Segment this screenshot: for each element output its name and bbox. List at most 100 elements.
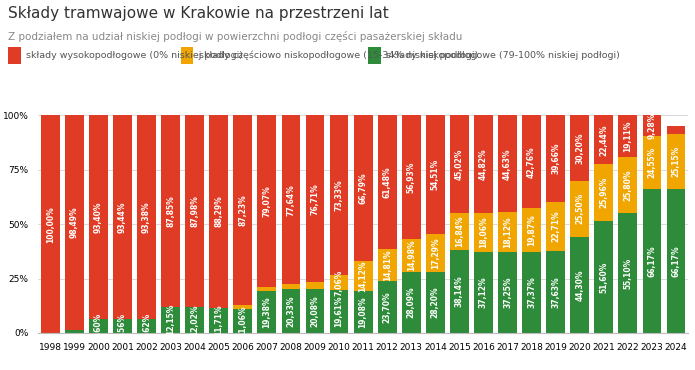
Bar (378, 282, 397, 333)
Bar (450, 213, 469, 250)
Bar (594, 164, 613, 221)
Text: 17,29%: 17,29% (431, 237, 440, 269)
Text: Z podziałem na udział niskiej podłogi w powierzchni podłogi części pasażerskiej : Z podziałem na udział niskiej podłogi w … (8, 31, 463, 43)
Bar (234, 309, 252, 333)
Text: 98,49%: 98,49% (70, 207, 79, 238)
Bar (137, 319, 156, 333)
Text: składy niskopodłogowe (79-100% niskiej podłogi): składy niskopodłogowe (79-100% niskiej p… (386, 51, 621, 60)
Bar (89, 115, 108, 319)
Text: 25,50%: 25,50% (575, 193, 584, 225)
Bar (209, 307, 228, 333)
Text: 87,98%: 87,98% (190, 195, 199, 227)
Bar (667, 134, 685, 189)
Text: 12,02%: 12,02% (190, 304, 199, 336)
Bar (426, 115, 445, 234)
Text: 12,15%: 12,15% (166, 304, 175, 336)
Bar (667, 189, 685, 333)
Bar (257, 287, 276, 291)
Bar (619, 115, 637, 157)
Text: 6,60%: 6,60% (94, 313, 103, 339)
Bar (571, 181, 589, 236)
Text: 23,70%: 23,70% (383, 292, 392, 323)
Text: 19,38%: 19,38% (263, 296, 271, 328)
Text: 24,55%: 24,55% (648, 147, 657, 178)
Bar (234, 115, 252, 305)
Bar (306, 289, 325, 333)
Bar (643, 135, 662, 189)
Text: 7,06%: 7,06% (334, 269, 343, 296)
Bar (546, 115, 565, 202)
Text: 79,07%: 79,07% (263, 185, 271, 217)
Bar (474, 252, 493, 333)
Text: 100,00%: 100,00% (46, 206, 55, 243)
Bar (281, 115, 300, 284)
Bar (354, 115, 373, 261)
Text: 66,79%: 66,79% (359, 172, 368, 204)
Text: 25,80%: 25,80% (623, 169, 632, 201)
Bar (522, 252, 541, 333)
Bar (41, 115, 60, 333)
Bar (234, 305, 252, 309)
Text: 66,17%: 66,17% (648, 245, 657, 277)
Text: 38,14%: 38,14% (455, 276, 464, 307)
Text: 14,98%: 14,98% (407, 240, 416, 271)
Text: 37,37%: 37,37% (527, 276, 536, 308)
Bar (137, 115, 156, 319)
Bar (619, 213, 637, 333)
Text: 88,29%: 88,29% (214, 196, 223, 227)
Text: 18,06%: 18,06% (479, 217, 488, 248)
Bar (571, 115, 589, 181)
Text: 25,15%: 25,15% (671, 146, 680, 177)
Bar (281, 284, 300, 289)
Bar (426, 234, 445, 272)
Bar (209, 115, 228, 307)
Bar (378, 115, 397, 249)
Bar (306, 282, 325, 289)
Text: 66,17%: 66,17% (671, 245, 680, 277)
Bar (257, 115, 276, 287)
Bar (402, 272, 420, 333)
Bar (522, 208, 541, 252)
Bar (474, 115, 493, 213)
Bar (65, 330, 83, 333)
Bar (594, 221, 613, 333)
Text: 11,71%: 11,71% (214, 305, 223, 336)
Bar (281, 289, 300, 333)
Bar (113, 115, 132, 319)
Text: 11,06%: 11,06% (238, 305, 247, 337)
Text: 6,56%: 6,56% (118, 313, 127, 339)
Text: 73,33%: 73,33% (334, 179, 343, 211)
Bar (113, 319, 132, 333)
Bar (354, 261, 373, 292)
Text: 9,28%: 9,28% (648, 112, 657, 139)
Text: 42,76%: 42,76% (527, 146, 536, 178)
Bar (402, 239, 420, 272)
Text: 54,51%: 54,51% (431, 159, 440, 190)
Bar (522, 115, 541, 208)
Text: 55,10%: 55,10% (623, 258, 632, 289)
Bar (329, 290, 348, 333)
Text: 45,02%: 45,02% (455, 149, 464, 180)
Text: 76,71%: 76,71% (311, 183, 320, 215)
Bar (306, 115, 325, 282)
Bar (161, 115, 180, 307)
Bar (546, 202, 565, 251)
Text: 6,62%: 6,62% (142, 313, 151, 339)
Bar (65, 115, 83, 330)
Bar (643, 115, 662, 135)
Text: Składy tramwajowe w Krakowie na przestrzeni lat: Składy tramwajowe w Krakowie na przestrz… (8, 6, 389, 21)
Text: 51,60%: 51,60% (599, 261, 608, 293)
Bar (594, 115, 613, 164)
Text: 22,44%: 22,44% (599, 124, 608, 155)
Bar (329, 115, 348, 275)
Bar (426, 272, 445, 333)
Text: 39,66%: 39,66% (551, 143, 560, 174)
Bar (498, 212, 517, 252)
Bar (89, 319, 108, 333)
Bar (498, 252, 517, 333)
Text: 14,81%: 14,81% (383, 249, 392, 281)
Text: 25,96%: 25,96% (599, 177, 608, 208)
Bar (571, 236, 589, 333)
Text: 19,11%: 19,11% (623, 120, 632, 152)
Text: 28,09%: 28,09% (407, 287, 416, 318)
